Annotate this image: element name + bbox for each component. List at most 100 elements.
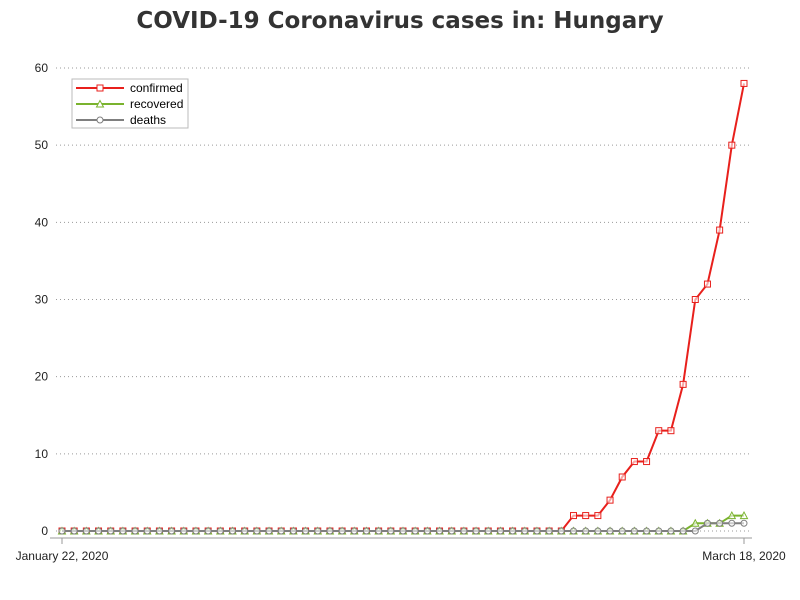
data-point-deaths bbox=[703, 519, 711, 527]
data-point-deaths bbox=[496, 527, 504, 535]
data-point-confirmed bbox=[740, 79, 748, 87]
data-point-deaths bbox=[277, 527, 285, 535]
legend-label: deaths bbox=[130, 113, 166, 127]
data-point-deaths bbox=[289, 527, 297, 535]
data-point-deaths bbox=[716, 519, 724, 527]
data-point-deaths bbox=[265, 527, 273, 535]
data-point-deaths bbox=[216, 527, 224, 535]
data-point-confirmed bbox=[570, 512, 577, 520]
data-point-deaths bbox=[95, 527, 103, 535]
legend-entry-recovered: recovered bbox=[76, 97, 183, 111]
data-point-deaths bbox=[570, 527, 577, 535]
data-point-deaths bbox=[229, 527, 236, 535]
series-deaths bbox=[58, 519, 748, 535]
data-point-confirmed bbox=[643, 458, 651, 466]
data-point-confirmed bbox=[618, 473, 626, 481]
data-point-confirmed bbox=[594, 512, 602, 520]
data-point-deaths bbox=[192, 527, 200, 535]
data-point-deaths bbox=[314, 527, 322, 535]
data-point-deaths bbox=[606, 527, 614, 535]
data-point-deaths bbox=[241, 527, 249, 535]
data-point-deaths bbox=[82, 527, 90, 535]
x-tick-label: March 18, 2020 bbox=[702, 549, 786, 563]
data-point-deaths bbox=[448, 527, 456, 535]
data-point-deaths bbox=[533, 527, 541, 535]
data-point-deaths bbox=[107, 527, 115, 535]
data-point-recovered bbox=[739, 511, 749, 520]
data-point-deaths bbox=[387, 527, 395, 535]
data-point-deaths bbox=[204, 527, 212, 535]
data-point-confirmed bbox=[679, 380, 687, 388]
data-point-deaths bbox=[180, 527, 188, 535]
data-point-deaths bbox=[168, 527, 176, 535]
data-point-confirmed bbox=[630, 458, 638, 466]
series-confirmed bbox=[58, 79, 748, 535]
data-point-recovered bbox=[690, 518, 700, 527]
data-point-confirmed bbox=[606, 496, 614, 504]
data-point-deaths bbox=[326, 527, 334, 535]
data-point-deaths bbox=[691, 527, 699, 535]
data-point-confirmed bbox=[703, 280, 711, 288]
data-point-deaths bbox=[594, 527, 602, 535]
data-point-deaths bbox=[484, 527, 492, 535]
legend: confirmed recovered deaths bbox=[71, 78, 189, 129]
data-point-deaths bbox=[143, 527, 151, 535]
data-point-deaths bbox=[436, 527, 444, 535]
chart-title: COVID-19 Coronavirus cases in: Hungary bbox=[136, 8, 664, 34]
y-tick-label: 40 bbox=[35, 215, 49, 229]
data-point-deaths bbox=[119, 527, 127, 535]
y-tick-label: 30 bbox=[35, 293, 49, 307]
data-point-confirmed bbox=[716, 226, 724, 234]
data-point-deaths bbox=[667, 527, 675, 535]
data-point-deaths bbox=[350, 527, 358, 535]
data-point-confirmed bbox=[582, 512, 590, 520]
y-tick-label: 10 bbox=[35, 447, 49, 461]
data-point-deaths bbox=[472, 527, 480, 535]
data-point-deaths bbox=[545, 527, 553, 535]
data-point-deaths bbox=[70, 527, 78, 535]
y-tick-label: 50 bbox=[35, 138, 49, 152]
series-layer bbox=[57, 79, 749, 535]
data-point-deaths bbox=[582, 527, 590, 535]
data-point-deaths bbox=[509, 527, 517, 535]
data-point-deaths bbox=[630, 527, 638, 535]
data-point-deaths bbox=[679, 527, 687, 535]
data-point-deaths bbox=[399, 527, 407, 535]
data-point-deaths bbox=[411, 527, 419, 535]
data-point-recovered bbox=[727, 511, 737, 520]
legend-marker bbox=[95, 99, 105, 108]
y-tick-label: 60 bbox=[35, 61, 49, 75]
data-point-deaths bbox=[521, 527, 529, 535]
data-point-deaths bbox=[557, 527, 565, 535]
data-point-confirmed bbox=[691, 296, 699, 303]
data-point-deaths bbox=[423, 527, 431, 535]
x-tick-label: January 22, 2020 bbox=[16, 549, 109, 563]
series-line-confirmed bbox=[62, 83, 745, 532]
legend-label: confirmed bbox=[130, 81, 183, 95]
data-point-deaths bbox=[728, 519, 736, 527]
legend-marker bbox=[96, 116, 104, 124]
data-point-deaths bbox=[643, 527, 651, 535]
data-point-deaths bbox=[375, 527, 383, 535]
data-point-deaths bbox=[655, 527, 663, 535]
data-point-deaths bbox=[131, 527, 139, 535]
data-point-deaths bbox=[618, 527, 626, 535]
data-point-deaths bbox=[155, 527, 163, 535]
y-tick-label: 20 bbox=[35, 370, 49, 384]
data-point-confirmed bbox=[655, 427, 663, 435]
data-point-deaths bbox=[302, 527, 310, 535]
legend-label: recovered bbox=[130, 97, 183, 111]
data-point-deaths bbox=[460, 527, 468, 535]
data-point-deaths bbox=[338, 527, 346, 535]
data-point-deaths bbox=[740, 519, 748, 527]
data-point-deaths bbox=[362, 527, 370, 535]
legend-entry-deaths: deaths bbox=[76, 113, 166, 127]
data-point-confirmed bbox=[667, 427, 675, 435]
data-point-deaths bbox=[58, 527, 66, 535]
y-tick-label: 0 bbox=[41, 524, 48, 538]
legend-marker bbox=[96, 84, 104, 92]
legend-entry-confirmed: confirmed bbox=[76, 81, 183, 95]
axes: 0 10 20 30 40 50 60 January 22, 2020 March 18, 2… bbox=[16, 61, 786, 563]
data-point-deaths bbox=[253, 527, 261, 535]
